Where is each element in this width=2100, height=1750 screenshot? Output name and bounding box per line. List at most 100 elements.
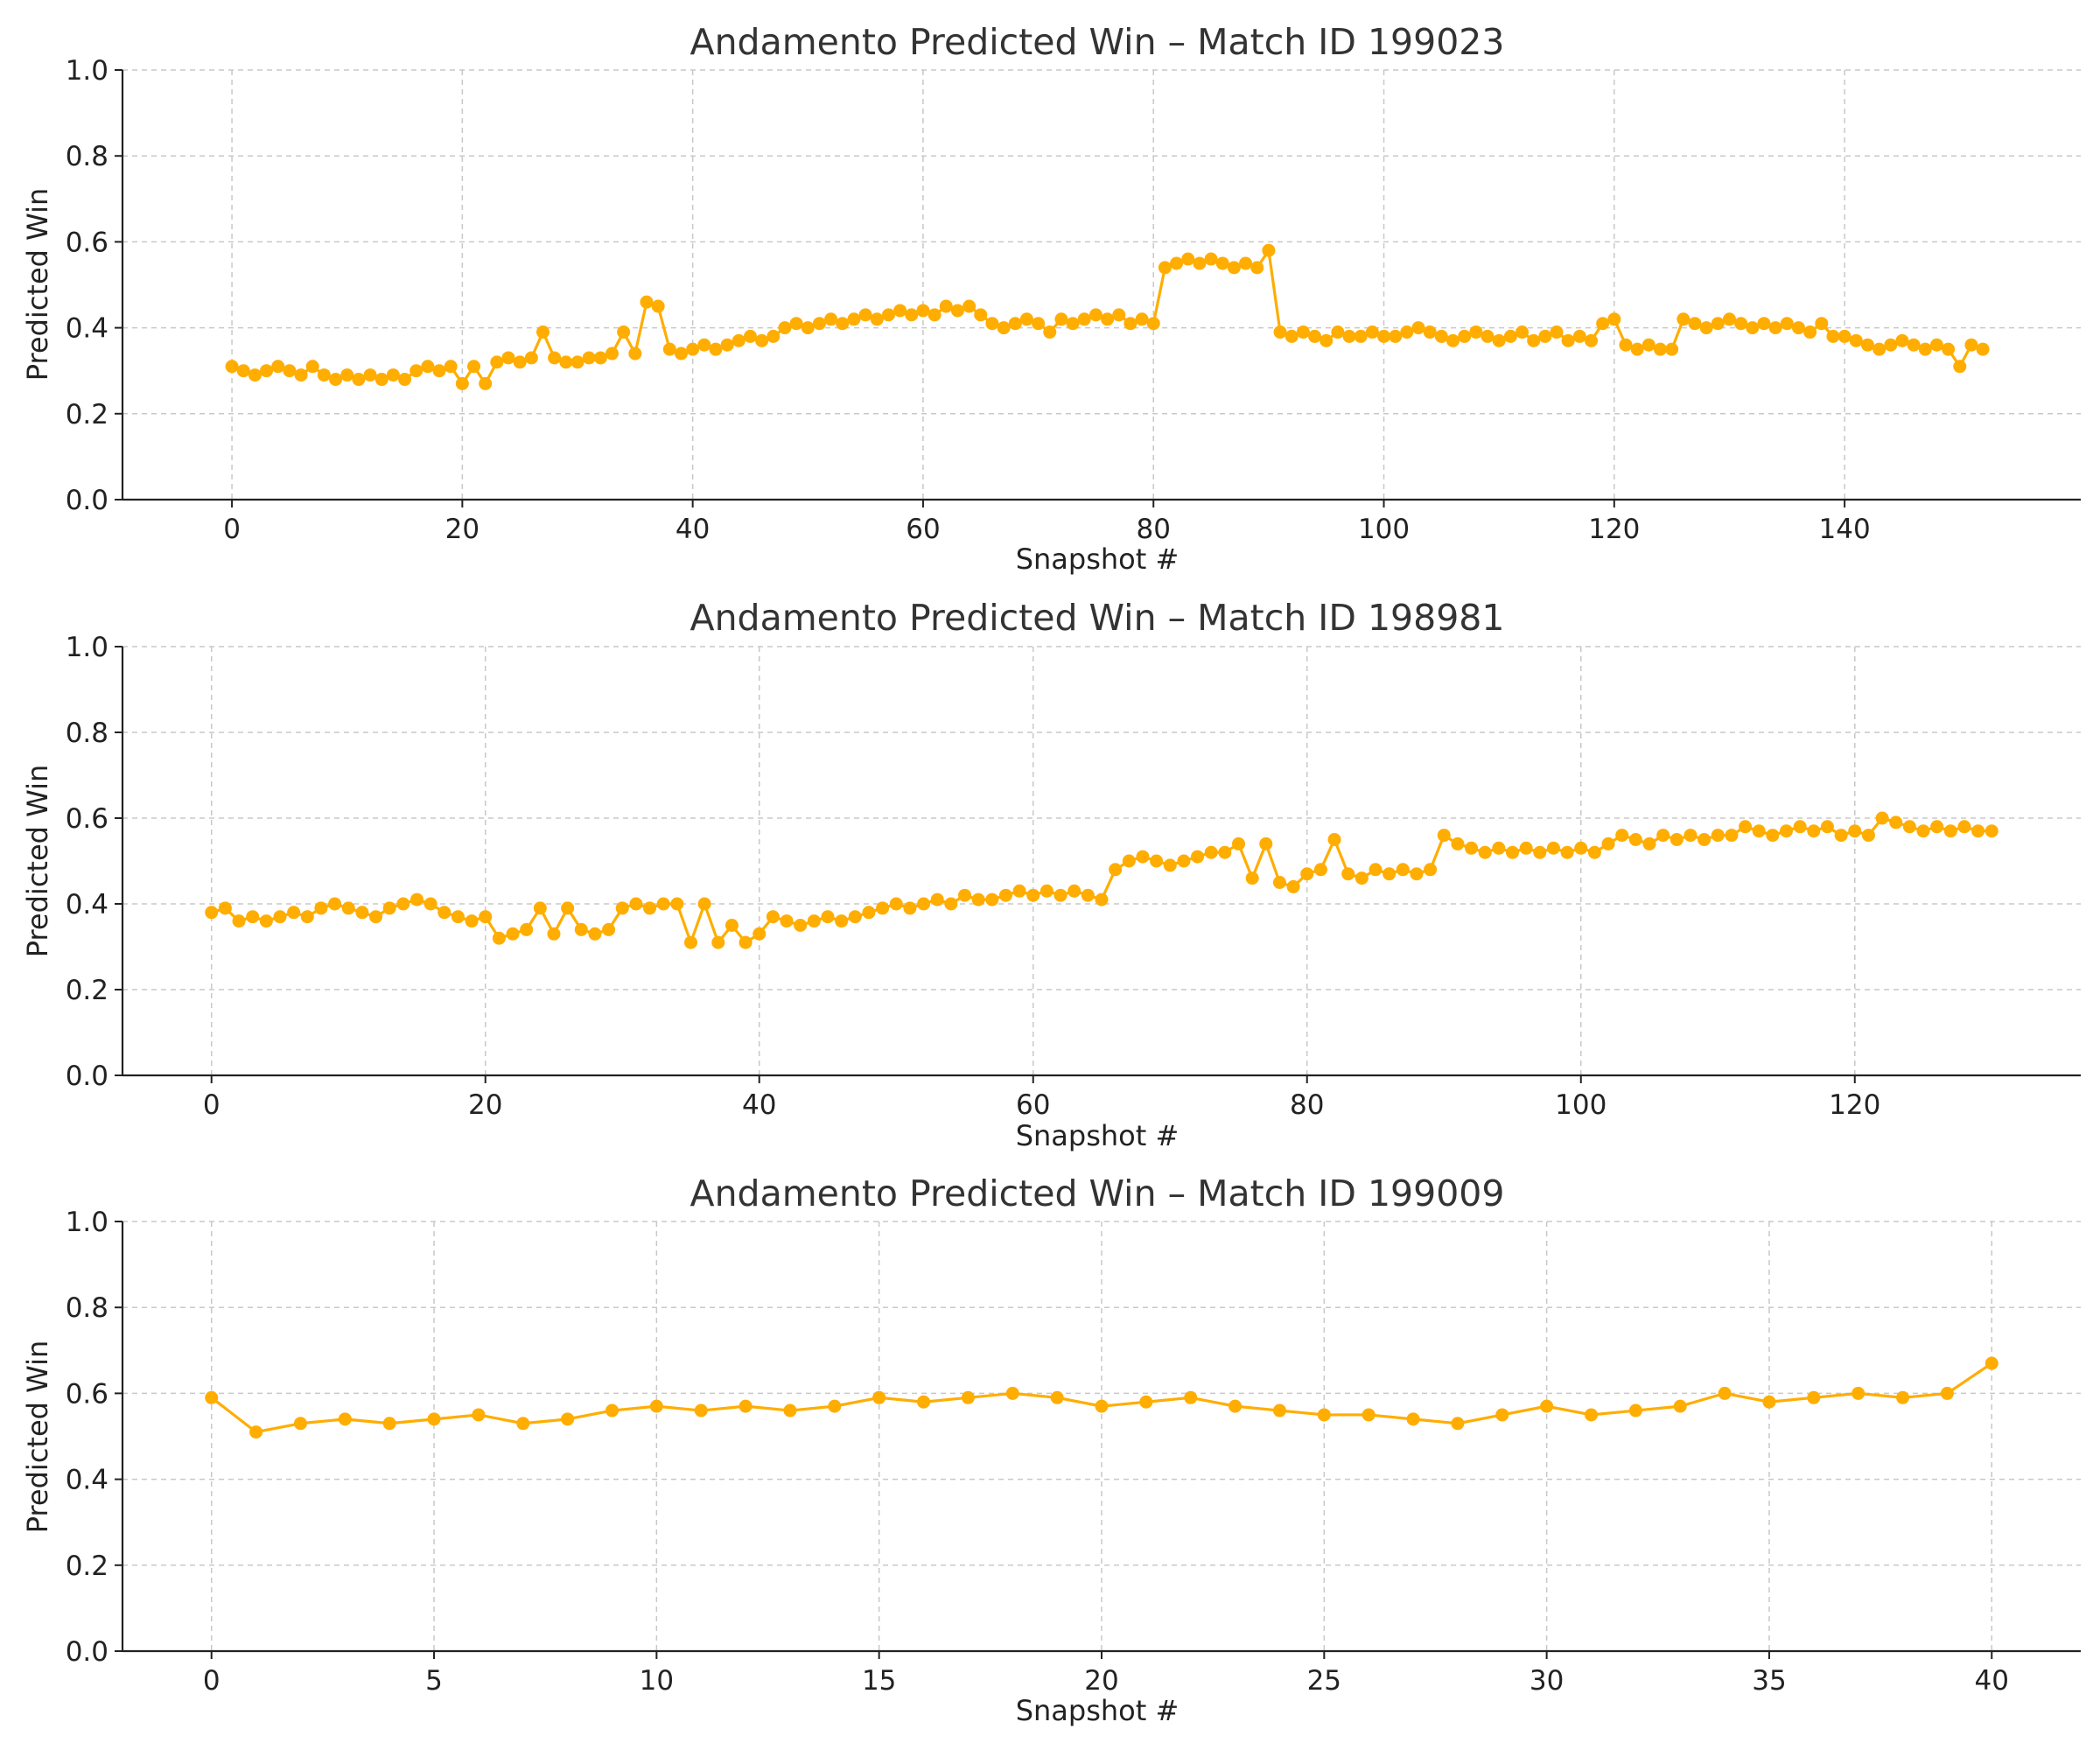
data-point bbox=[1327, 833, 1341, 846]
data-point bbox=[1382, 867, 1396, 881]
data-point bbox=[472, 1408, 486, 1422]
data-point bbox=[1158, 261, 1172, 275]
data-point bbox=[944, 897, 958, 911]
data-point bbox=[438, 906, 452, 920]
data-point bbox=[260, 364, 274, 378]
data-point bbox=[1396, 863, 1410, 877]
data-point bbox=[697, 897, 711, 911]
data-point bbox=[218, 901, 232, 915]
data-point bbox=[1495, 1408, 1509, 1422]
data-point bbox=[1884, 338, 1898, 352]
data-point bbox=[640, 295, 654, 309]
data-point bbox=[1780, 824, 1794, 838]
data-point bbox=[451, 910, 465, 924]
data-point bbox=[1389, 329, 1403, 343]
data-point bbox=[617, 326, 631, 340]
data-point bbox=[259, 914, 273, 928]
y-tick-label: 0.6 bbox=[66, 1378, 108, 1410]
data-point bbox=[872, 1390, 886, 1404]
data-point bbox=[724, 919, 738, 932]
y-tick-label: 0.6 bbox=[66, 227, 108, 258]
data-point bbox=[651, 299, 665, 313]
y-tick-label: 0.0 bbox=[66, 1060, 108, 1092]
data-point bbox=[1746, 321, 1760, 335]
data-point bbox=[917, 897, 931, 911]
data-point bbox=[547, 927, 561, 941]
data-point bbox=[835, 914, 849, 928]
data-point bbox=[386, 368, 400, 382]
data-point bbox=[876, 901, 890, 915]
data-point bbox=[338, 1412, 352, 1426]
data-point bbox=[1752, 824, 1766, 838]
data-point bbox=[1895, 333, 1909, 347]
data-point bbox=[225, 360, 239, 374]
data-point bbox=[1446, 333, 1460, 347]
data-point bbox=[1653, 342, 1667, 356]
data-point bbox=[1354, 329, 1368, 343]
x-tick-label: 25 bbox=[1307, 1665, 1341, 1697]
data-point bbox=[997, 321, 1011, 335]
data-point bbox=[1943, 824, 1957, 838]
data-point bbox=[738, 1399, 752, 1413]
data-point bbox=[766, 329, 780, 343]
data-point bbox=[1313, 863, 1327, 877]
data-point bbox=[570, 355, 584, 369]
data-point bbox=[789, 317, 803, 331]
data-point bbox=[1204, 845, 1218, 859]
data-point bbox=[1400, 326, 1414, 340]
data-point bbox=[1008, 317, 1022, 331]
data-point bbox=[961, 1390, 975, 1404]
data-point bbox=[317, 368, 331, 382]
data-point bbox=[1734, 317, 1748, 331]
y-tick-label: 0.4 bbox=[66, 889, 108, 920]
data-point bbox=[602, 922, 616, 936]
data-point bbox=[606, 346, 619, 360]
data-point bbox=[1012, 884, 1026, 898]
data-point bbox=[1262, 243, 1276, 257]
data-point bbox=[1861, 829, 1875, 843]
data-point bbox=[1005, 1386, 1019, 1400]
data-point bbox=[1368, 863, 1382, 877]
data-point bbox=[1860, 338, 1874, 352]
data-point bbox=[720, 338, 734, 352]
data-point bbox=[1478, 845, 1492, 859]
data-point bbox=[246, 910, 260, 924]
data-point bbox=[1506, 845, 1520, 859]
y-tick-label: 1.0 bbox=[66, 1207, 108, 1238]
data-point bbox=[1540, 1399, 1554, 1413]
chart-1-ticks: 0 20 40 60 80 100 120 140 0.0 0.2 0.4 0.6 0.8 1.0 bbox=[66, 55, 1871, 545]
data-point bbox=[1193, 256, 1207, 270]
data-point bbox=[812, 317, 826, 331]
y-tick-label: 0.8 bbox=[66, 1292, 108, 1324]
data-point bbox=[1341, 867, 1355, 881]
data-point bbox=[807, 914, 821, 928]
data-point bbox=[559, 355, 573, 369]
data-point bbox=[1068, 884, 1082, 898]
data-point bbox=[1940, 1386, 1954, 1400]
data-point bbox=[363, 368, 377, 382]
data-point bbox=[1354, 872, 1368, 886]
data-point bbox=[1410, 867, 1424, 881]
data-point bbox=[780, 914, 794, 928]
data-point bbox=[1227, 261, 1241, 275]
data-point bbox=[1026, 888, 1040, 902]
data-point bbox=[670, 897, 684, 911]
data-point bbox=[410, 892, 424, 906]
data-point bbox=[432, 364, 446, 378]
data-point bbox=[1739, 820, 1753, 834]
chart-2-ticks: 0 20 40 60 80 100 120 0.0 0.2 0.4 0.6 0.8 1.0 bbox=[66, 632, 1881, 1121]
data-point bbox=[962, 299, 976, 313]
data-point bbox=[1665, 342, 1679, 356]
data-point bbox=[893, 304, 907, 318]
data-point bbox=[582, 351, 596, 365]
data-point bbox=[1916, 824, 1930, 838]
data-point bbox=[1872, 342, 1886, 356]
data-point bbox=[1527, 333, 1541, 347]
data-point bbox=[1451, 1417, 1465, 1431]
data-point bbox=[1040, 884, 1054, 898]
data-point bbox=[1964, 338, 1978, 352]
data-point bbox=[1538, 329, 1552, 343]
data-point bbox=[683, 935, 697, 949]
data-point bbox=[1815, 317, 1829, 331]
chart-1-x-axis-label: Snapshot # bbox=[1016, 542, 1180, 576]
